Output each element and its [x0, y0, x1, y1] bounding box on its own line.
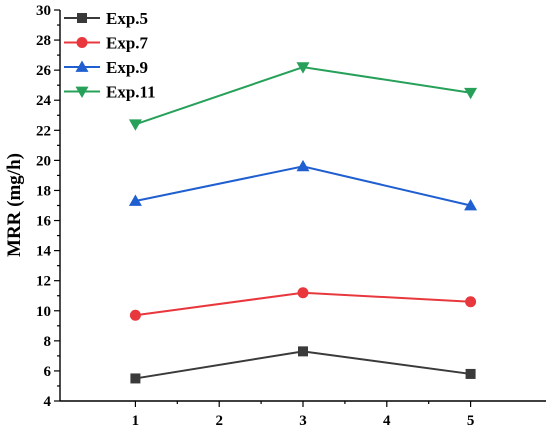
y-tick-label: 24 — [36, 93, 52, 109]
legend-marker — [75, 60, 89, 72]
x-tick-label: 5 — [467, 413, 475, 429]
y-tick-label: 28 — [36, 33, 51, 49]
legend-marker — [75, 86, 89, 98]
y-tick-label: 26 — [36, 63, 52, 79]
data-point — [465, 296, 477, 308]
y-tick-label: 12 — [36, 274, 51, 290]
y-tick-label: 14 — [36, 244, 52, 260]
series-exp-9 — [128, 159, 478, 211]
data-point — [128, 119, 142, 131]
series-exp-11 — [128, 62, 478, 131]
y-axis-title: MRR (mg/h) — [4, 153, 25, 257]
series-layer — [128, 62, 478, 384]
data-point — [297, 287, 309, 299]
x-ticks: 1 2 3 4 5 — [132, 401, 475, 429]
legend-label: Exp.7 — [106, 34, 149, 53]
y-tick-label: 20 — [36, 153, 51, 169]
legend-marker — [76, 37, 88, 48]
y-tick-label: 30 — [36, 3, 51, 19]
legend-label: Exp.5 — [106, 9, 148, 28]
y-tick-label: 18 — [36, 183, 51, 199]
legend-item: Exp.11 — [64, 83, 156, 102]
data-point — [298, 346, 308, 357]
data-point — [464, 87, 478, 100]
series-exp-5 — [130, 346, 476, 384]
legend-item: Exp.7 — [64, 34, 149, 53]
legend-marker — [77, 13, 87, 23]
x-tick-label: 3 — [299, 413, 307, 429]
x-tick-label: 4 — [383, 413, 391, 429]
data-point — [130, 373, 141, 384]
y-tick-label: 22 — [36, 123, 51, 139]
legend-label: Exp.9 — [106, 58, 148, 77]
data-point — [465, 368, 476, 379]
y-ticks: 4 6 8 10 12 14 16 18 20 22 24 26 28 30 — [36, 3, 60, 410]
data-point — [464, 199, 478, 211]
data-point — [296, 159, 310, 172]
series-line — [135, 66, 471, 126]
y-tick-label: 8 — [44, 334, 52, 350]
x-tick-label: 1 — [132, 413, 140, 429]
series-exp-7 — [129, 287, 477, 321]
series-line — [135, 165, 471, 207]
data-point — [129, 309, 141, 321]
data-point — [296, 62, 310, 74]
legend-item: Exp.5 — [64, 9, 148, 28]
y-tick-label: 4 — [44, 394, 52, 410]
legend: Exp.5 Exp.7 Exp.9 Exp.11 — [64, 9, 156, 102]
x-tick-label: 2 — [215, 413, 223, 429]
legend-item: Exp.9 — [64, 58, 148, 77]
legend-label: Exp.11 — [106, 83, 156, 102]
y-tick-label: 6 — [44, 364, 52, 380]
data-point — [128, 194, 142, 206]
y-tick-label: 10 — [36, 304, 51, 320]
y-tick-label: 16 — [36, 214, 52, 230]
